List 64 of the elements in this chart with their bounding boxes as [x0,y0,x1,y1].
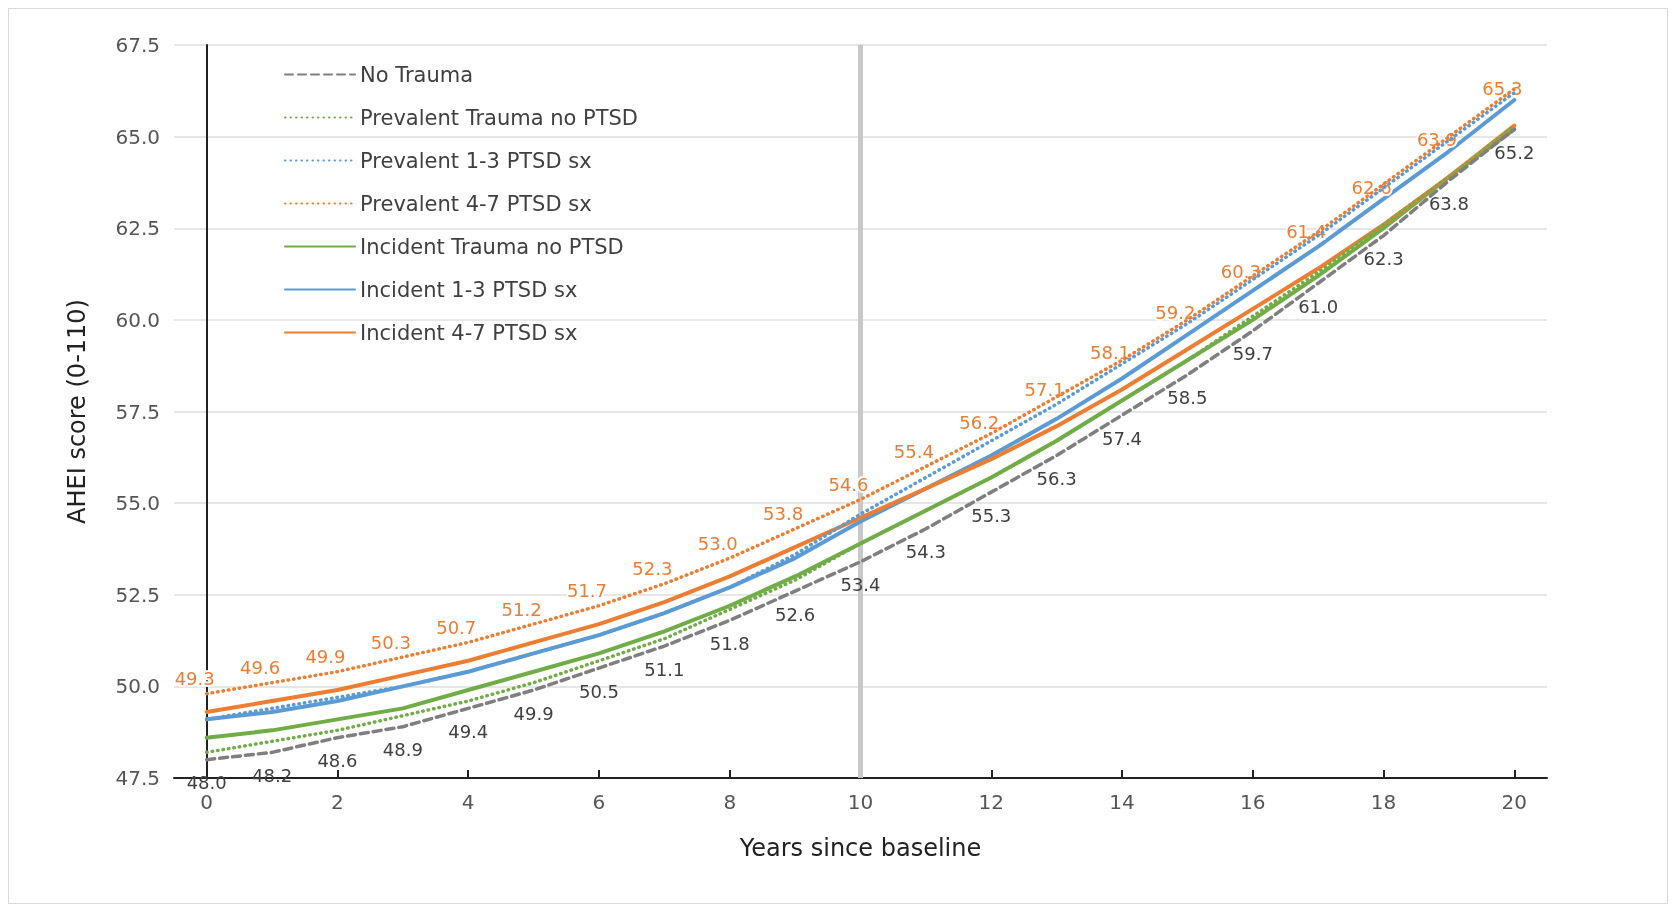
x-tick-label: 14 [1109,790,1135,814]
data-label: 50.3 [370,631,411,653]
x-tick-label: 4 [461,790,475,814]
data-label: 57.4 [1101,427,1143,449]
y-axis-title: AHEI score (0-110) [63,299,91,524]
legend-label: Incident 1-3 PTSD sx [360,277,578,302]
data-label: 56.2 [959,411,1000,433]
data-label: 53.4 [840,574,881,596]
data-label: 51.7 [566,580,608,602]
data-label: 49.9 [513,702,554,724]
data-label: 48.9 [382,739,423,761]
data-label: 54.3 [905,541,946,563]
legend-label: Incident 4-7 PTSD sx [360,320,578,345]
data-label: 53.8 [763,503,804,525]
x-tick-label: 20 [1501,790,1528,814]
legend-label: Prevalent 4-7 PTSD sx [360,191,592,216]
y-tick-label: 62.5 [115,216,160,241]
y-tick-label: 47.5 [115,766,160,790]
y-tick-label: 57.5 [115,399,160,424]
legend-label: Prevalent 1-3 PTSD sx [360,148,592,173]
data-label: 59.7 [1232,343,1273,365]
y-tick-label: 65.0 [115,124,160,149]
data-label: 65.2 [1494,141,1535,163]
data-label: 49.4 [448,720,489,742]
legend-label: Incident Trauma no PTSD [360,234,624,259]
data-label: 58.5 [1167,387,1208,409]
data-label: 55.4 [893,440,934,462]
data-label: 51.2 [501,598,542,620]
data-label: 52.3 [632,558,673,580]
x-tick-label: 12 [978,790,1004,814]
y-tick-label: 50.0 [115,674,160,699]
legend-label: No Trauma [360,62,474,87]
data-label: 48.6 [317,750,358,772]
data-label: 51.8 [709,632,750,654]
data-label: 59.2 [1155,301,1196,323]
data-label: 51.1 [644,658,685,680]
x-axis-title: Years since baseline [738,834,982,862]
data-label: 50.5 [578,680,620,702]
x-tick-label: 18 [1370,790,1397,814]
y-tick-label: 52.5 [115,582,160,607]
data-label: 61.0 [1298,295,1339,317]
legend-label: Prevalent Trauma no PTSD [360,105,639,130]
x-tick-label: 16 [1240,790,1266,814]
y-tick-label: 55.0 [115,491,160,516]
data-label: 54.6 [828,473,869,495]
data-label: 60.3 [1220,261,1261,283]
data-label: 57.1 [1024,378,1065,400]
data-label: 50.7 [436,616,477,638]
y-tick-label: 60.0 [115,307,160,332]
data-label: 49.9 [305,646,346,668]
x-tick-label: 2 [331,790,344,814]
data-label: 56.3 [1036,467,1077,489]
data-label: 49.6 [240,657,281,679]
data-label: 53.0 [697,532,738,554]
x-tick-label: 6 [592,790,606,814]
data-label: 55.3 [971,504,1012,526]
x-tick-label: 8 [723,790,737,814]
data-label: 58.1 [1089,342,1131,364]
data-label: 63.8 [1428,193,1469,215]
data-label: 52.6 [775,603,816,625]
x-tick-label: 10 [847,790,874,814]
y-tick-label: 67.5 [115,33,160,57]
data-label: 62.3 [1363,248,1404,270]
data-label: 65.3 [1482,78,1523,100]
